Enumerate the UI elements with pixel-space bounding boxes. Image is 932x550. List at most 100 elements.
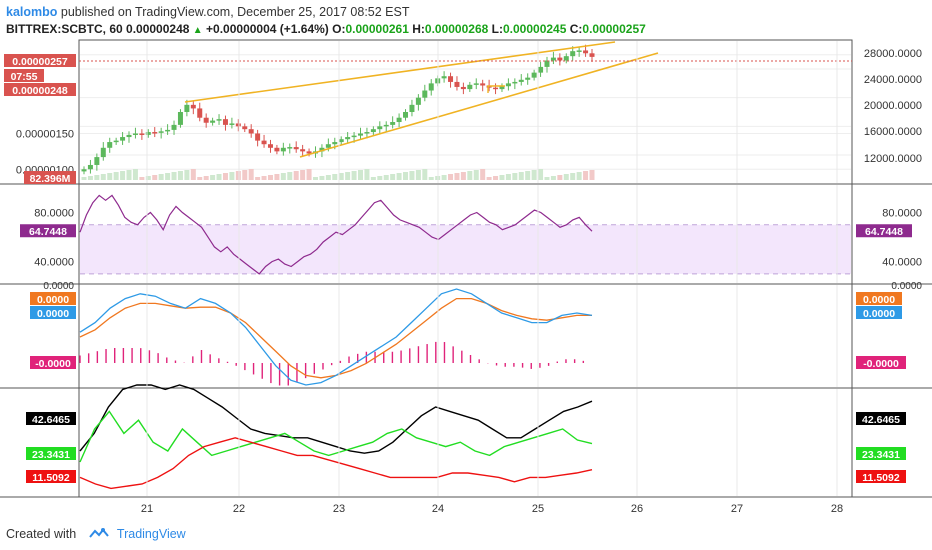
candle-body (113, 140, 119, 143)
pane-frames (0, 39, 932, 498)
x-tick-label: 26 (631, 503, 643, 515)
volume-bar (203, 176, 209, 180)
volume-bar (152, 175, 158, 180)
volume-bar (100, 174, 106, 180)
volume-bar (300, 170, 306, 180)
volume-bar (403, 172, 409, 180)
volume-bar (145, 176, 151, 180)
adx-badge-right-bg (856, 412, 906, 425)
candle-body (165, 129, 171, 132)
signal-badge-left: 0.0000 (37, 294, 69, 306)
rsi-value-badge-right-bg (856, 224, 912, 238)
candle-body (139, 133, 145, 135)
candle-body (171, 124, 177, 130)
volume-bar (184, 170, 190, 180)
minus-di-badge-left-bg (26, 470, 76, 483)
signal-badge-left-bg (30, 292, 76, 305)
candle-body (480, 83, 486, 86)
volume-bar (557, 175, 563, 180)
candle-body (222, 119, 228, 125)
rsi-pane[interactable]: 80.0000 40.0000 80.0000 40.0000 64.7448 64.74… (20, 194, 922, 275)
candle-body (473, 83, 479, 85)
rsi-band-fill (80, 224, 851, 274)
y-right-tick: 20000.0000 (864, 100, 922, 112)
volume-bar (113, 172, 119, 180)
candle-body (576, 50, 582, 52)
volume-bar (422, 169, 428, 180)
volume-bar (473, 170, 479, 180)
volume-bar (550, 176, 556, 180)
volume-bar (319, 176, 325, 180)
x-tick-label: 23 (333, 503, 345, 515)
volume-bar (454, 173, 460, 180)
candle-body (100, 147, 106, 158)
x-tick-label: 27 (731, 503, 743, 515)
volume-bar (280, 173, 286, 180)
volume-bar (538, 169, 544, 180)
candle-body (120, 137, 126, 141)
volume-badge: 82.396M (30, 173, 71, 185)
volume-bar (415, 170, 421, 180)
volume-bar (364, 169, 370, 180)
candle-body (428, 83, 434, 91)
candle-body (229, 123, 235, 125)
volume-bar (216, 174, 222, 180)
symbol-label: BITTREX:SCBTC, 60 (6, 22, 123, 36)
candle-body (126, 134, 132, 138)
macd-pane[interactable]: 0.0000 0.0000 0.0000 0.0000 -0.0000 0.0000 0.0… (30, 281, 922, 386)
rsi-value-badge-right: 64.7448 (865, 226, 903, 238)
adx-badge-right: 42.6465 (862, 414, 900, 426)
publish-line: kalombo published on TradingView.com, De… (6, 5, 410, 19)
plus-di-badge-right-bg (856, 447, 906, 460)
candle-body (403, 112, 409, 118)
macd-top-tick-right: 0.0000 (891, 281, 922, 292)
candle-body (210, 120, 216, 123)
volume-bar (158, 174, 164, 180)
macd-badge-left: 0.0000 (37, 308, 69, 320)
volume-bar (448, 174, 454, 180)
candle-body (518, 79, 524, 82)
candle-body (267, 144, 273, 148)
volume-bar (428, 177, 434, 180)
volume-bar (338, 173, 344, 180)
candle-body (531, 72, 537, 78)
volume-bar (467, 171, 473, 180)
candle-body (287, 147, 293, 149)
candle-body (332, 142, 338, 145)
trend-marker (487, 85, 505, 93)
candle-body (409, 104, 415, 112)
candle-body (499, 86, 505, 90)
candle-body (358, 133, 364, 136)
candle-body (94, 157, 100, 165)
high-label: H: (412, 22, 425, 36)
candle-body (505, 83, 511, 87)
candle-body (132, 133, 138, 135)
candle-body (190, 104, 196, 109)
volume-bar (274, 174, 280, 180)
price-pane[interactable]: 0.000001500.0000010028000.000024000.0000… (4, 41, 922, 185)
candle-body (583, 50, 589, 54)
volume-bar (525, 171, 531, 180)
volume-bar (480, 169, 486, 180)
up-arrow-icon: ▲ (192, 25, 203, 36)
volume-bar (370, 177, 376, 180)
candle-body (81, 169, 87, 172)
volume-bar (171, 172, 177, 180)
volume-bar (589, 170, 595, 180)
volume-bar (396, 173, 402, 180)
tradingview-brand[interactable]: TradingView (116, 527, 186, 541)
volume-bar (222, 173, 228, 180)
candle-body (145, 132, 151, 135)
volume-bar (210, 175, 216, 180)
candle-body (557, 57, 563, 61)
author-name[interactable]: kalombo (6, 5, 58, 19)
hist-badge-left-bg (30, 356, 76, 369)
volume-bar (190, 169, 196, 180)
rsi-tick-right: 80.0000 (882, 208, 922, 220)
footer: Created with TradingView (6, 527, 186, 542)
dmi-pane[interactable]: 42.6465 23.3431 11.5092 42.6465 23.3431 11.50… (26, 384, 906, 490)
candle-body (274, 147, 280, 152)
volume-bar (306, 169, 312, 180)
x-axis: 21 22 23 24 25 26 27 28 (141, 41, 843, 515)
